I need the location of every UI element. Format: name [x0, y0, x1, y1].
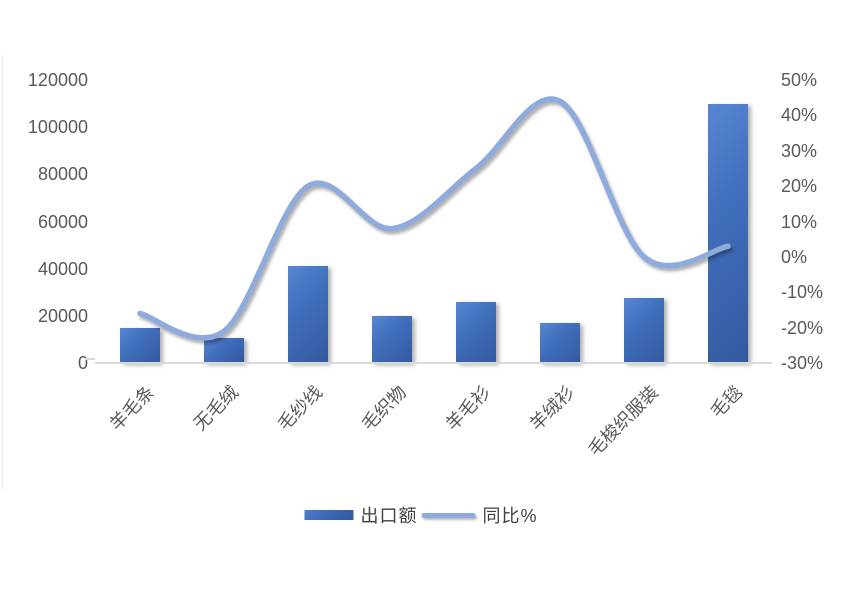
legend-bar-label: 出口额: [360, 506, 418, 526]
right-axis-tick-label: 20%: [781, 176, 818, 197]
trend-line: [137, 96, 731, 341]
left-axis-tick-label: 100000: [27, 117, 88, 138]
bar-羊绒衫: [540, 322, 580, 363]
right-axis-tick-label: 10%: [781, 211, 818, 232]
bar-毛纱线: [288, 266, 328, 363]
legend: 出口额 同比%: [304, 502, 537, 528]
bar-毛织物: [372, 315, 412, 363]
left-axis-tick-label: 120000: [27, 70, 88, 90]
legend-line-label: 同比%: [482, 506, 538, 526]
right-axis-tick-label: 50%: [781, 70, 818, 90]
right-axis-tick-label: -10%: [781, 282, 824, 303]
x-axis-tick: [85, 358, 95, 360]
legend-line-swatch-icon: [421, 512, 476, 518]
left-axis-tick-label: 40000: [37, 258, 88, 279]
bar-毛梭织服装: [624, 298, 664, 363]
bar-羊毛衫: [456, 301, 496, 363]
bar-羊毛条: [120, 327, 160, 363]
left-axis-tick-label: 80000: [37, 164, 88, 185]
right-axis-tick-label: -30%: [781, 353, 824, 373]
bar-毛毯: [708, 103, 748, 363]
legend-bar-swatch-icon: [304, 510, 354, 520]
bar-无毛绒: [204, 338, 244, 363]
page-left-border: [2, 55, 3, 490]
left-axis-tick-label: 0: [77, 353, 88, 373]
right-axis-tick-label: 0%: [781, 246, 808, 267]
left-axis-tick-label: 60000: [37, 211, 88, 232]
right-axis-tick-label: 40%: [781, 105, 818, 126]
right-axis-tick-label: 30%: [781, 140, 818, 161]
x-axis-line: [95, 362, 772, 364]
left-axis-tick-label: 20000: [37, 305, 88, 326]
right-axis-tick-label: -20%: [781, 317, 824, 338]
